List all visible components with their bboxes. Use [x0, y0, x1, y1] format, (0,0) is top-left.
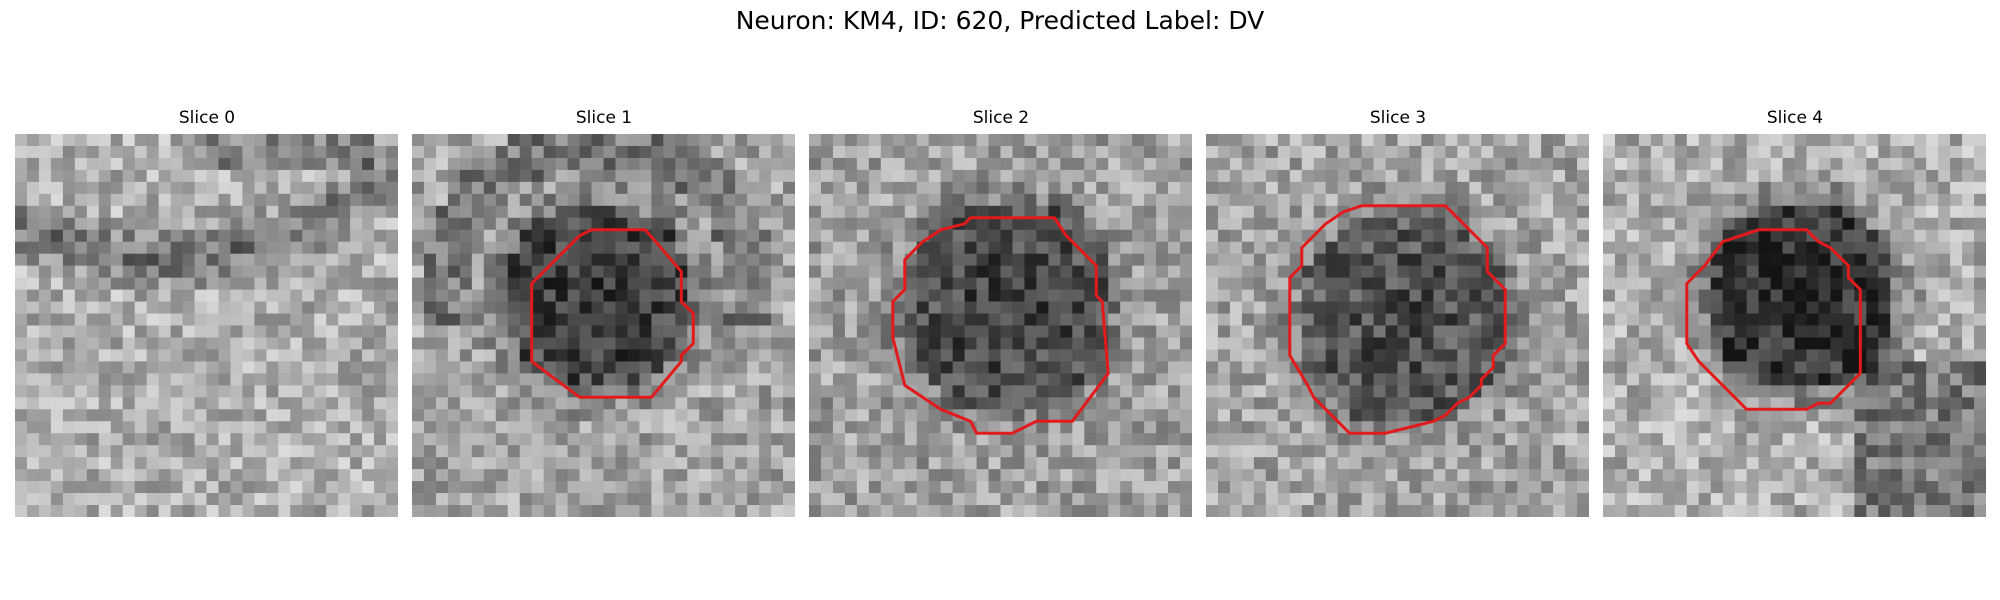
- slice-panel-3: Slice 3: [1206, 0, 1590, 600]
- neuron-outline: [891, 216, 1110, 435]
- slice-panel-4: Slice 4: [1603, 0, 1987, 600]
- slice-panel-1: Slice 1: [412, 0, 796, 600]
- slice-title: Slice 1: [575, 108, 633, 128]
- figure-title: Neuron: KM4, ID: 620, Predicted Label: D…: [735, 6, 1265, 35]
- slice-title: Slice 0: [178, 108, 236, 128]
- neuron-outline: [1288, 204, 1507, 435]
- neuron-outline: [530, 228, 695, 399]
- slice-image: [1206, 134, 1589, 517]
- slice-image: [1603, 134, 1986, 517]
- slice-image: [809, 134, 1192, 517]
- slice-title: Slice 4: [1766, 108, 1824, 128]
- slice-image: [412, 134, 795, 517]
- slice-title: Slice 2: [972, 108, 1030, 128]
- slice-title: Slice 3: [1369, 108, 1427, 128]
- slice-panel-2: Slice 2: [809, 0, 1193, 600]
- slice-image: [15, 134, 398, 517]
- neuron-outline: [1685, 228, 1862, 411]
- slice-panel-0: Slice 0: [15, 0, 399, 600]
